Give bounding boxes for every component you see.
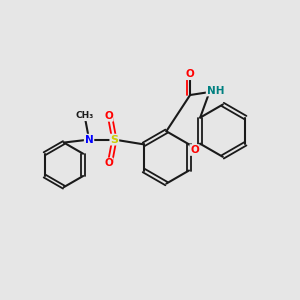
Text: S: S [110, 135, 118, 145]
Text: O: O [104, 158, 113, 168]
Text: NH: NH [207, 85, 224, 96]
Text: O: O [186, 69, 194, 79]
Text: CH₃: CH₃ [76, 111, 94, 120]
Text: O: O [104, 111, 113, 121]
Text: N: N [85, 135, 93, 145]
Text: O: O [190, 145, 199, 155]
